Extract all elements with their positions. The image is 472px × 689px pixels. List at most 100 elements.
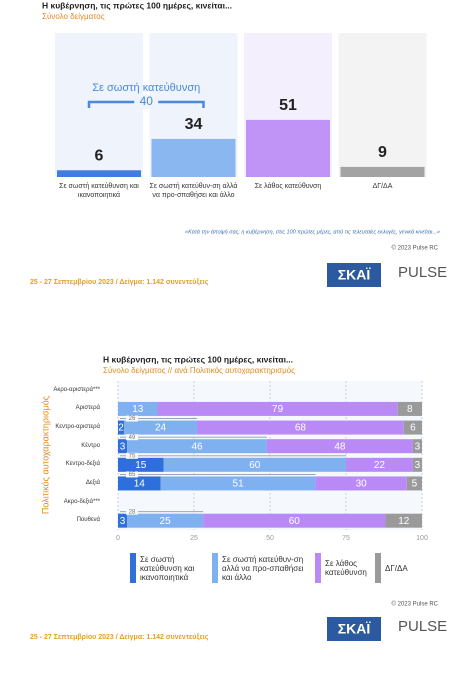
value-label: 60 [249, 460, 261, 471]
bar-segment [163, 457, 346, 472]
y-tick-label: Αριστερά [75, 405, 100, 412]
bar-segment [124, 420, 198, 435]
total-bg [126, 508, 138, 515]
y-tick-label: Ακρο-δεξιά*** [63, 498, 100, 505]
title: Η κυβέρνηση, τις πρώτες 100 ημέρες, κινε… [103, 354, 293, 364]
value-label: 3 [120, 516, 126, 527]
footer: 25 - 27 Σεπτεμβρίου 2023 / Δείγμα: 1.142… [30, 279, 209, 286]
bar-segment [266, 439, 413, 454]
y-tick-label: Κεντρο-αριστερά [55, 424, 100, 431]
value-label: 2 [118, 423, 124, 434]
bar-segment [118, 457, 164, 472]
bar-segment [118, 476, 161, 491]
x-tick-label: 25 [190, 535, 198, 542]
bar [340, 166, 425, 177]
value-label: 13 [132, 404, 144, 415]
y-axis-title: Πολιτικός αυτοχαρακτηρισμός [40, 395, 50, 514]
logo-box [327, 263, 381, 287]
bar-segment [403, 420, 422, 435]
value-label: 25 [160, 516, 172, 527]
logo: PULSE [398, 264, 447, 281]
value-label: 3 [120, 441, 126, 452]
legend-label: Σε λάθος κατεύθυνση [325, 559, 367, 577]
legend-label: ΔΓ/ΔΑ [385, 563, 408, 573]
panel [55, 33, 143, 177]
value-label: 6 [95, 147, 104, 164]
bar-segment [118, 513, 128, 528]
x-tick-label: Σε σωστή κατεύθυν-ση αλλά να προ-σπαθήσε… [149, 183, 238, 199]
subtitle: Σύνολο δείγματος [42, 12, 105, 21]
value-label: 34 [185, 116, 203, 133]
bar-segment [412, 457, 422, 472]
total-label: 49 [129, 435, 136, 441]
value-label: 51 [279, 97, 297, 114]
legend-swatch [212, 553, 218, 583]
y-tick-label: Δεξιά [85, 479, 100, 486]
x-tick-label: Σε σωστή κατεύθυνση και ικανοποιητικά [59, 183, 139, 199]
legend-label: Σε σωστή κατεύθυν-ση αλλά να προ-σπαθήσε… [222, 554, 304, 582]
bracket-bg [134, 95, 159, 109]
title: Η κυβέρνηση, τις πρώτες 100 ημέρες, κινε… [42, 0, 232, 10]
bar-segment [118, 401, 158, 416]
bar-segment [160, 476, 316, 491]
copyright: © 2023 Pulse RC [392, 601, 439, 608]
bar-segment [127, 513, 204, 528]
value-label: 12 [398, 516, 410, 527]
value-label: 60 [289, 516, 301, 527]
y-tick-label: Κέντρο [81, 442, 100, 449]
bar-segment [406, 476, 422, 491]
bar [57, 170, 141, 177]
question: «Κατά την άποψή σας, η κυβέρνηση, στις 1… [185, 228, 440, 235]
legend-swatch [130, 553, 136, 583]
bar-segment [203, 513, 386, 528]
x-tick-label: Σε λάθος κατεύθυνση [254, 183, 322, 190]
value-label: 8 [407, 404, 413, 415]
value-label: 15 [135, 460, 147, 471]
subtitle: Σύνολο δείγματος // ανά Πολιτικός αυτοχα… [103, 366, 295, 375]
value-label: 3 [415, 460, 421, 471]
value-label: 79 [272, 404, 284, 415]
total-label: 75 [129, 453, 136, 459]
group-value: 40 [140, 94, 154, 108]
x-tick-label: 0 [116, 535, 120, 542]
legend-swatch [315, 553, 321, 583]
logo-box [327, 617, 381, 641]
bar-segment [118, 439, 128, 454]
bar-segment [118, 420, 125, 435]
total-bg [126, 471, 138, 478]
logo: ΣΚΑΪ [338, 267, 372, 283]
total-label: 26 [129, 416, 136, 422]
logo: PULSE [398, 618, 447, 635]
value-label: 48 [334, 441, 346, 452]
panel [338, 33, 427, 177]
x-tick-label: ΔΓ/ΔΑ [372, 183, 393, 190]
value-label: 6 [410, 423, 416, 434]
group-label: Σε σωστή κατεύθυνση [92, 82, 200, 94]
bar [151, 138, 236, 177]
legend-swatch [375, 553, 381, 583]
footer: 25 - 27 Σεπτεμβρίου 2023 / Δείγμα: 1.142… [30, 634, 209, 641]
bar-segment [397, 401, 422, 416]
x-tick-label: 50 [266, 535, 274, 542]
x-tick-label: 75 [342, 535, 350, 542]
total-bg [126, 452, 138, 459]
value-label: 22 [374, 460, 386, 471]
bar-segment [315, 476, 407, 491]
value-label: 30 [356, 479, 368, 490]
value-label: 14 [134, 479, 146, 490]
bar-segment [412, 439, 422, 454]
bar-segment [157, 401, 398, 416]
bar-segment [385, 513, 422, 528]
value-label: 5 [412, 479, 418, 490]
value-label: 46 [191, 441, 203, 452]
total-bg [126, 415, 138, 422]
total-label: 65 [129, 472, 136, 478]
x-tick-label: 100 [416, 535, 428, 542]
value-label: 51 [233, 479, 245, 490]
legend-label: Σε σωστή κατεύθυνση και ικανοποιητικά [140, 554, 195, 582]
y-tick-label: Κεντρο-δεξιά [65, 461, 100, 468]
value-label: 3 [415, 441, 421, 452]
bar [246, 119, 330, 177]
logo: ΣΚΑΪ [338, 621, 372, 637]
